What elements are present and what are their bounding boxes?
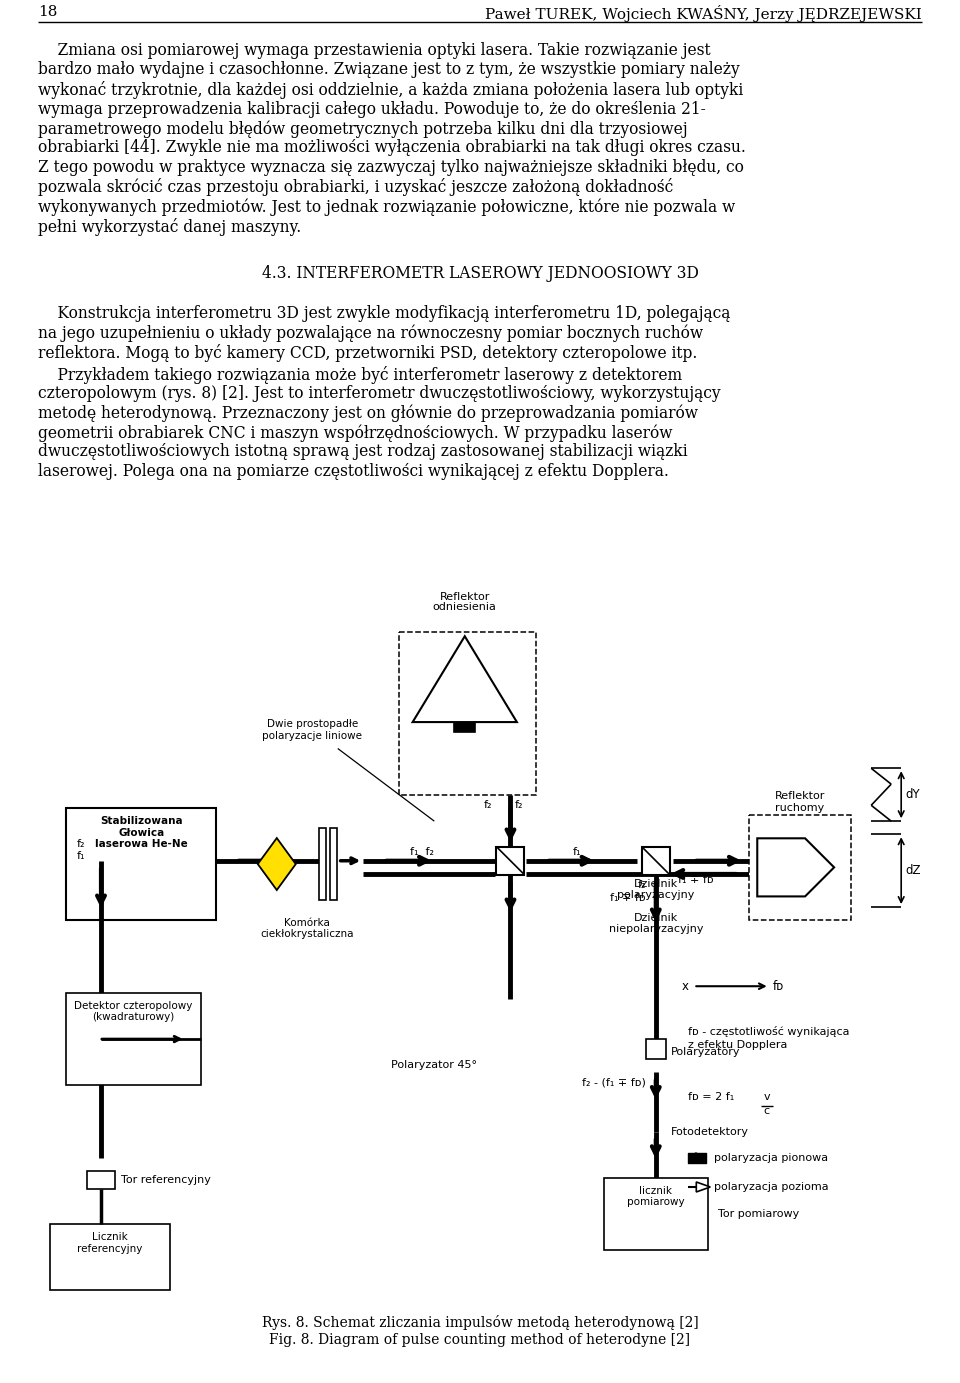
Polygon shape — [757, 838, 834, 896]
Text: f₂: f₂ — [637, 880, 646, 889]
Text: Stabilizowana
Głowica
laserowa He-Ne: Stabilizowana Głowica laserowa He-Ne — [95, 816, 187, 849]
Polygon shape — [413, 636, 516, 722]
Text: z efektu Dopplera: z efektu Dopplera — [688, 1040, 787, 1050]
Text: obrabiarki [44]. Zwykle nie ma możliwości wyłączenia obrabiarki na tak długi okr: obrabiarki [44]. Zwykle nie ma możliwośc… — [38, 140, 746, 156]
Text: v: v — [763, 1093, 770, 1102]
Text: f₁  f₂: f₁ f₂ — [410, 846, 434, 856]
Text: laserowej. Polega ona na pomiarze częstotliwości wynikającej z efektu Dopplera.: laserowej. Polega ona na pomiarze często… — [38, 463, 669, 480]
Text: 18: 18 — [38, 6, 58, 19]
Text: pozwala skrócić czas przestoju obrabiarki, i uzyskać jeszcze założoną dokładność: pozwala skrócić czas przestoju obrabiark… — [38, 178, 673, 196]
Text: Z tego powodu w praktyce wyznacza się zazwyczaj tylko najważniejsze składniki bł: Z tego powodu w praktyce wyznacza się za… — [38, 159, 744, 176]
Text: Reflektor: Reflektor — [440, 592, 490, 602]
Bar — [646, 1039, 666, 1059]
Text: fᴅ = 2 f₁: fᴅ = 2 f₁ — [688, 1093, 734, 1102]
Text: f₂: f₂ — [484, 799, 492, 809]
Bar — [496, 846, 524, 875]
Text: Fig. 8. Diagram of pulse counting method of heterodyne [2]: Fig. 8. Diagram of pulse counting method… — [270, 1333, 690, 1347]
Bar — [50, 1224, 170, 1290]
Bar — [604, 1178, 708, 1250]
Text: f₁: f₁ — [77, 851, 85, 860]
Text: Komórka
ciekłokrystaliczna: Komórka ciekłokrystaliczna — [260, 917, 354, 939]
Text: dZ: dZ — [905, 864, 921, 877]
Polygon shape — [696, 1182, 710, 1192]
Bar — [642, 846, 670, 875]
Text: Fotodetektory: Fotodetektory — [671, 1127, 749, 1137]
Bar — [320, 828, 326, 900]
Text: polaryzacja pionowa: polaryzacja pionowa — [714, 1153, 828, 1163]
Polygon shape — [258, 838, 296, 891]
Text: Dwie prostopadłe
polaryzacje liniowe: Dwie prostopadłe polaryzacje liniowe — [262, 719, 362, 741]
Text: f₁ ∓ fᴅ: f₁ ∓ fᴅ — [678, 875, 714, 885]
Text: Dzielnik
niepolaryzacyjny: Dzielnik niepolaryzacyjny — [609, 913, 703, 935]
Text: 4.3. INTERFEROMETR LASEROWY JEDNOOSIOWY 3D: 4.3. INTERFEROMETR LASEROWY JEDNOOSIOWY … — [261, 266, 699, 282]
Bar — [749, 815, 851, 920]
Text: odniesienia: odniesienia — [433, 602, 496, 613]
Bar — [330, 828, 338, 900]
Text: f₁: f₁ — [572, 846, 581, 856]
Text: c: c — [763, 1106, 769, 1116]
Text: Konstrukcja interferometru 3D jest zwykle modyfikacją interferometru 1D, polegaj: Konstrukcja interferometru 3D jest zwykl… — [38, 306, 731, 322]
Text: Rys. 8. Schemat zliczania impulsów metodą heterodynową [2]: Rys. 8. Schemat zliczania impulsów metod… — [262, 1315, 698, 1330]
Text: Detektor czteropolowy
(kwadraturowy): Detektor czteropolowy (kwadraturowy) — [74, 1001, 193, 1022]
Text: Zmiana osi pomiarowej wymaga przestawienia optyki lasera. Takie rozwiązanie jest: Zmiana osi pomiarowej wymaga przestawien… — [38, 41, 710, 59]
Text: polaryzacja pozioma: polaryzacja pozioma — [714, 1182, 828, 1192]
Text: na jego uzupełnieniu o układy pozwalające na równoczesny pomiar bocznych ruchów: na jego uzupełnieniu o układy pozwalając… — [38, 325, 703, 342]
Text: Paweł TUREK, Wojciech KWAŚNY, Jerzy JĘDRZEJEWSKI: Paweł TUREK, Wojciech KWAŚNY, Jerzy JĘDR… — [485, 6, 922, 22]
Text: fᴅ - częstotliwość wynikająca: fᴅ - częstotliwość wynikająca — [688, 1026, 850, 1037]
Text: dY: dY — [905, 788, 920, 801]
Text: wymaga przeprowadzenia kalibracji całego układu. Powoduje to, że do określenia 2: wymaga przeprowadzenia kalibracji całego… — [38, 101, 706, 118]
Text: Reflektor
ruchomy: Reflektor ruchomy — [775, 791, 826, 813]
Text: f₁ ∓ fᴅ: f₁ ∓ fᴅ — [611, 893, 646, 903]
Text: Tor pomiarowy: Tor pomiarowy — [718, 1209, 799, 1218]
Text: metodę heterodynową. Przeznaczony jest on głównie do przeprowadzania pomiarów: metodę heterodynową. Przeznaczony jest o… — [38, 404, 698, 422]
Text: Dzielnik
polaryzacyjny: Dzielnik polaryzacyjny — [617, 878, 694, 900]
Bar — [66, 993, 201, 1086]
Text: pełni wykorzystać danej maszyny.: pełni wykorzystać danej maszyny. — [38, 217, 301, 235]
Text: f₂: f₂ — [77, 838, 85, 849]
Text: Tor referencyjny: Tor referencyjny — [121, 1176, 211, 1185]
Text: reflektora. Mogą to być kamery CCD, przetworniki PSD, detektory czteropolowe itp: reflektora. Mogą to być kamery CCD, prze… — [38, 344, 697, 362]
Text: wykonywanych przedmiotów. Jest to jednak rozwiązanie połowiczne, które nie pozwa: wykonywanych przedmiotów. Jest to jednak… — [38, 198, 735, 216]
Bar — [87, 1171, 115, 1189]
Text: czteropolowym (rys. 8) [2]. Jest to interferometr dwuczęstotliwościowy, wykorzys: czteropolowym (rys. 8) [2]. Jest to inte… — [38, 384, 721, 402]
Text: fᴅ: fᴅ — [773, 979, 783, 993]
Text: parametrowego modelu błędów geometrycznych potrzeba kilku dni dla trzyosiowej: parametrowego modelu błędów geometryczny… — [38, 120, 687, 137]
Text: bardzo mało wydajne i czasochłonne. Związane jest to z tym, że wszystkie pomiary: bardzo mało wydajne i czasochłonne. Zwią… — [38, 61, 740, 79]
Text: x: x — [682, 979, 688, 993]
Text: Licznik
referencyjny: Licznik referencyjny — [78, 1232, 143, 1253]
Text: Polaryzator 45°: Polaryzator 45° — [392, 1061, 477, 1070]
Text: f₂: f₂ — [515, 799, 523, 809]
Text: wykonać trzykrotnie, dla każdej osi oddzielnie, a każda zmiana położenia lasera : wykonać trzykrotnie, dla każdej osi oddz… — [38, 82, 743, 100]
Text: f₂ - (f₁ ∓ fᴅ): f₂ - (f₁ ∓ fᴅ) — [582, 1077, 646, 1087]
Text: Polaryzatory: Polaryzatory — [671, 1047, 740, 1057]
Text: licznik
pomiarowy: licznik pomiarowy — [627, 1185, 684, 1207]
Text: Przykładem takiego rozwiązania może być interferometr laserowy z detektorem: Przykładem takiego rozwiązania może być … — [38, 365, 683, 383]
Bar — [454, 722, 475, 733]
Bar — [398, 632, 536, 795]
Text: dwuczęstotliwościowych istotną sprawą jest rodzaj zastosowanej stabilizacji wiąz: dwuczęstotliwościowych istotną sprawą je… — [38, 444, 687, 461]
Text: geometrii obrabiarek CNC i maszyn współrzędnościowych. W przypadku laserów: geometrii obrabiarek CNC i maszyn współr… — [38, 425, 673, 441]
Bar — [66, 808, 216, 920]
